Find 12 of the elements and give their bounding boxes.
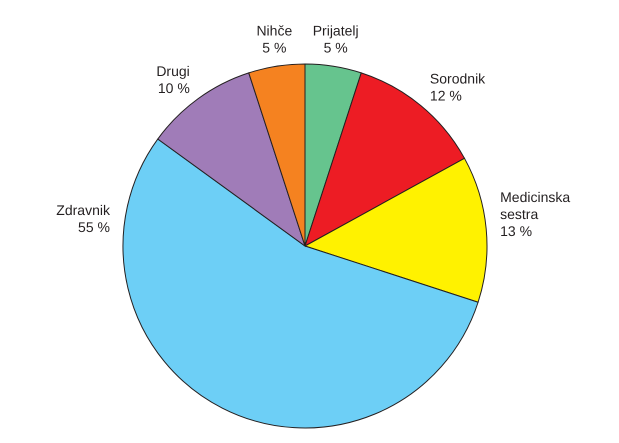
data-label: 13 % [500,223,532,240]
data-label: 12 % [430,88,462,104]
slice-label: Medicinska sestra [500,189,570,222]
data-label: 5 % [324,39,348,56]
slice-label: Nihče [256,22,292,38]
slice-label: Drugi [156,63,190,80]
slice-label: Sorodnik [430,70,486,87]
data-label: 55 % [78,219,110,236]
data-label: 5 % [262,39,286,56]
slice-label: Zdravnik [56,202,111,218]
slice-label: Prijatelj [312,22,359,38]
data-label: 10 % [158,80,190,96]
